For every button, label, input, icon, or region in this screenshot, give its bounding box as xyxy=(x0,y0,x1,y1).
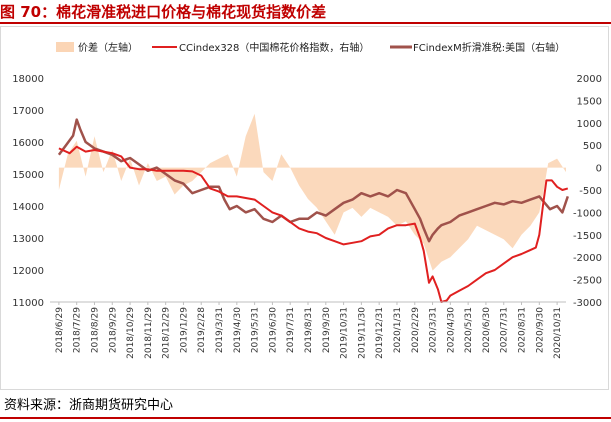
fcindex-line xyxy=(57,118,569,243)
right-axis: -3000 -2500 -2000 -1500 -1000 -500 0 500 1000 150… xyxy=(573,74,602,309)
x-tick-label: 2018/12/29 xyxy=(162,307,172,359)
left-tick-label: 15000 xyxy=(12,170,44,181)
x-tick-label: 2020/3/31 xyxy=(429,307,439,353)
right-tick-label: 0 xyxy=(596,164,602,175)
legend-swatch-diff xyxy=(56,42,74,52)
figure-number: 图 70： xyxy=(0,3,57,21)
x-tick-label: 2018/11/29 xyxy=(144,307,154,359)
x-tick-label: 2019/1/29 xyxy=(179,307,189,353)
x-tick-label: 2019/9/30 xyxy=(322,307,332,353)
right-tick-label: -3000 xyxy=(573,298,602,309)
diff-area-series xyxy=(58,113,567,271)
right-tick-label: 500 xyxy=(583,141,602,152)
x-tick-label: 2019/6/30 xyxy=(268,307,278,353)
chart-frame xyxy=(0,26,609,390)
right-tick-label: -2500 xyxy=(573,276,602,287)
legend: 价差（左轴） CCindex328（中国棉花价格指数，右轴） FCindexM折… xyxy=(56,41,565,54)
x-tick-label: 2018/10/29 xyxy=(126,307,136,359)
left-tick-label: 13000 xyxy=(12,234,44,245)
figure-title-text: 棉花滑准税进口价格与棉花现货指数价差 xyxy=(56,3,327,21)
x-tick-label: 2018/7/29 xyxy=(73,307,83,353)
left-tick-label: 14000 xyxy=(12,202,44,213)
legend-label-diff: 价差（左轴） xyxy=(78,41,138,54)
x-tick-label: 2020/5/31 xyxy=(464,307,474,353)
x-tick-label: 2018/9/29 xyxy=(108,307,118,353)
x-tick-label: 2018/8/29 xyxy=(90,307,100,353)
right-tick-label: -1500 xyxy=(573,231,602,242)
x-tick-label: 2019/5/31 xyxy=(251,307,261,353)
legend-label-fcindex: FCindexM折滑准税:美国（右轴） xyxy=(413,41,565,54)
chart: 价差（左轴） CCindex328（中国棉花价格指数，右轴） FCindexM折… xyxy=(12,41,602,359)
right-tick-label: 1500 xyxy=(577,96,602,107)
x-tick-label: 2020/8/31 xyxy=(518,307,528,353)
x-tick-label: 2018/6/29 xyxy=(55,307,65,353)
x-tick-label: 2020/2/29 xyxy=(411,307,421,353)
source-note: 资料来源：浙商期货研究中心 xyxy=(4,398,174,413)
x-tick-label: 2019/10/31 xyxy=(340,307,350,359)
x-axis: 2018/6/29 2018/7/29 2018/8/29 2018/9/29 2018… xyxy=(50,301,566,359)
legend-label-ccindex: CCindex328（中国棉花价格指数，右轴） xyxy=(179,41,369,54)
right-tick-label: 2000 xyxy=(577,74,602,85)
right-tick-label: -500 xyxy=(579,186,602,197)
left-tick-label: 18000 xyxy=(12,74,44,85)
left-tick-label: 11000 xyxy=(12,298,44,309)
right-tick-label: 1000 xyxy=(577,119,602,130)
x-tick-label: 2020/1/31 xyxy=(393,307,403,353)
left-tick-label: 17000 xyxy=(12,106,44,117)
x-tick-label: 2019/11/30 xyxy=(357,307,367,359)
figure-title: 图 70：棉花滑准税进口价格与棉花现货指数价差 xyxy=(0,0,611,24)
x-tick-label: 2020/6/30 xyxy=(482,307,492,353)
line-series xyxy=(57,118,569,303)
left-tick-label: 16000 xyxy=(12,138,44,149)
diff-area xyxy=(58,113,567,271)
left-tick-label: 12000 xyxy=(12,266,44,277)
ccindex-line xyxy=(58,145,569,303)
x-tick-label: 2020/7/31 xyxy=(500,307,510,353)
x-tick-label: 2020/9/30 xyxy=(535,307,545,353)
x-tick-label: 2020/10/31 xyxy=(553,307,563,359)
x-tick-label: 2019/7/31 xyxy=(286,307,296,353)
x-tick-label: 2020/4/30 xyxy=(446,307,456,353)
right-tick-label: -1000 xyxy=(573,208,602,219)
x-tick-label: 2019/4/30 xyxy=(233,307,243,353)
bottom-rule xyxy=(0,417,611,419)
x-tick-label: 2019/3/31 xyxy=(215,307,225,353)
left-axis: 11000 12000 13000 14000 15000 16000 17000 18000 xyxy=(12,74,44,309)
x-tick-label: 2019/8/31 xyxy=(304,307,314,353)
right-tick-label: -2000 xyxy=(573,253,602,264)
x-tick-label: 2019/2/28 xyxy=(197,307,207,353)
x-tick-label: 2019/12/31 xyxy=(375,307,385,359)
